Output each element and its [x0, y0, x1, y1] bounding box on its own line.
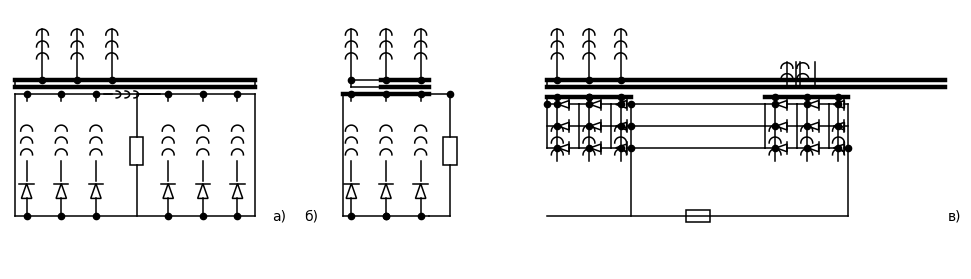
- Text: в): в): [948, 209, 961, 223]
- Bar: [129, 137, 144, 165]
- Bar: [444, 137, 457, 165]
- Text: б): б): [304, 209, 318, 223]
- Text: а): а): [272, 209, 286, 223]
- Bar: [686, 210, 710, 222]
